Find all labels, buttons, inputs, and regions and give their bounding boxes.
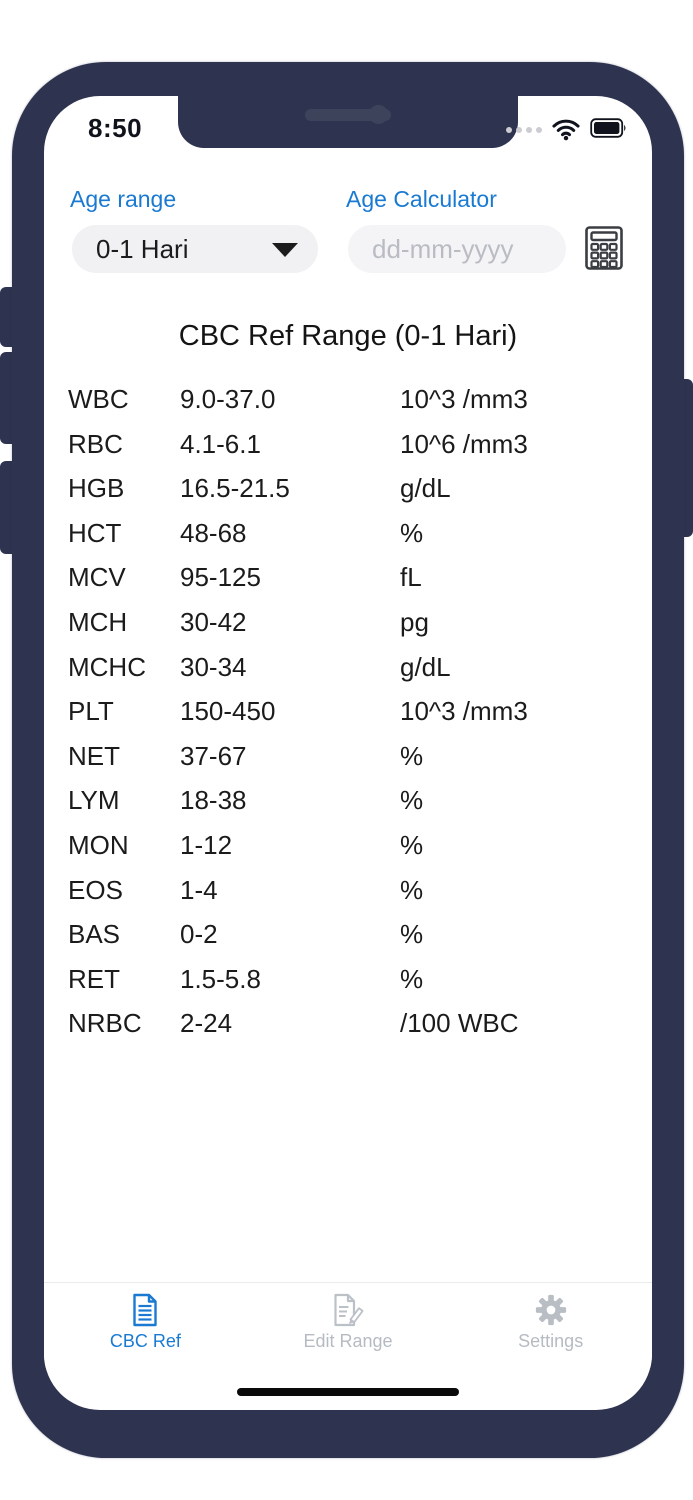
param-cell: MCH bbox=[68, 606, 128, 637]
unit-cell: fL bbox=[400, 562, 422, 593]
range-cell: 18-38 bbox=[180, 785, 247, 816]
tab-label: Settings bbox=[518, 1331, 584, 1351]
unit-cell: % bbox=[400, 963, 424, 994]
calculator-icon bbox=[585, 226, 623, 270]
param-cell: MCHC bbox=[68, 651, 146, 682]
range-cell: 2-24 bbox=[180, 1008, 233, 1039]
table-row: MCV 95-125 fL bbox=[44, 555, 652, 600]
table-row: PLT 150-450 10^3 /mm3 bbox=[44, 689, 652, 734]
tab-label: CBC Ref bbox=[109, 1331, 181, 1351]
unit-cell: 10^3 /mm3 bbox=[400, 696, 528, 727]
unit-cell: pg bbox=[400, 606, 429, 637]
unit-cell: % bbox=[400, 517, 424, 548]
unit-cell: g/dL bbox=[400, 473, 451, 504]
param-cell: MCV bbox=[68, 562, 126, 593]
table-row: NRBC 2-24 /100 WBC bbox=[44, 1001, 652, 1046]
ref-table: WBC 9.0-37.0 10^3 /mm3 RBC 4.1-6.1 10^6 … bbox=[44, 377, 652, 1046]
tab-bar: CBC Ref Edit Range bbox=[44, 1282, 652, 1368]
app-screen: 8:50 bbox=[44, 96, 652, 1410]
table-row: HGB 16.5-21.5 g/dL bbox=[44, 466, 652, 511]
tab-label: Edit Range bbox=[303, 1331, 393, 1351]
edit-document-icon bbox=[334, 1293, 364, 1327]
table-row: HCT 48-68 % bbox=[44, 511, 652, 556]
document-icon bbox=[133, 1293, 158, 1327]
cellular-signal-dots-icon bbox=[506, 127, 542, 133]
unit-cell: % bbox=[400, 785, 424, 816]
tab-cbc-ref[interactable]: CBC Ref bbox=[44, 1283, 247, 1368]
age-range-label: Age range bbox=[70, 186, 177, 212]
range-cell: 1-12 bbox=[180, 829, 233, 860]
range-cell: 4.1-6.1 bbox=[180, 428, 261, 459]
range-cell: 95-125 bbox=[180, 562, 261, 593]
phone-frame: 8:50 bbox=[12, 62, 684, 1458]
table-row: EOS 1-4 % bbox=[44, 868, 652, 913]
range-cell: 30-42 bbox=[180, 606, 247, 637]
unit-cell: g/dL bbox=[400, 651, 451, 682]
clock: 8:50 bbox=[88, 112, 143, 143]
table-row: WBC 9.0-37.0 10^3 /mm3 bbox=[44, 377, 652, 422]
table-row: NET 37-67 % bbox=[44, 734, 652, 779]
param-cell: HGB bbox=[68, 473, 125, 504]
status-bar: 8:50 bbox=[44, 108, 652, 148]
birthdate-input[interactable] bbox=[348, 225, 566, 273]
tab-edit-range[interactable]: Edit Range bbox=[247, 1283, 450, 1368]
front-camera bbox=[369, 105, 388, 124]
param-cell: BAS bbox=[68, 919, 121, 950]
notch bbox=[178, 96, 518, 148]
param-cell: HCT bbox=[68, 517, 122, 548]
unit-cell: % bbox=[400, 919, 424, 950]
age-calculator-label: Age Calculator bbox=[346, 186, 497, 212]
unit-cell: 10^6 /mm3 bbox=[400, 428, 528, 459]
unit-cell: % bbox=[400, 874, 424, 905]
param-cell: PLT bbox=[68, 696, 114, 727]
param-cell: NRBC bbox=[68, 1008, 142, 1039]
unit-cell: % bbox=[400, 740, 424, 771]
chevron-down-icon bbox=[272, 243, 298, 257]
range-cell: 30-34 bbox=[180, 651, 247, 682]
table-row: RBC 4.1-6.1 10^6 /mm3 bbox=[44, 422, 652, 467]
tab-settings[interactable]: Settings bbox=[449, 1283, 652, 1368]
range-cell: 16.5-21.5 bbox=[180, 473, 290, 504]
unit-cell: 10^3 /mm3 bbox=[400, 384, 528, 414]
param-cell: NET bbox=[68, 740, 120, 771]
param-cell: MON bbox=[68, 829, 129, 860]
range-cell: 48-68 bbox=[180, 517, 247, 548]
home-indicator[interactable] bbox=[237, 1388, 459, 1396]
range-cell: 37-67 bbox=[180, 740, 247, 771]
calculator-button[interactable] bbox=[581, 224, 627, 274]
table-row: MON 1-12 % bbox=[44, 823, 652, 868]
gear-icon bbox=[535, 1294, 566, 1326]
status-icons bbox=[506, 116, 628, 141]
table-row: RET 1.5-5.8 % bbox=[44, 957, 652, 1002]
table-row: MCHC 30-34 g/dL bbox=[44, 645, 652, 690]
param-cell: WBC bbox=[68, 384, 129, 414]
age-range-selected-value: 0-1 Hari bbox=[96, 234, 189, 264]
age-range-dropdown[interactable]: 0-1 Hari bbox=[72, 225, 318, 273]
range-cell: 9.0-37.0 bbox=[180, 384, 276, 414]
param-cell: RBC bbox=[68, 428, 123, 459]
page-title: CBC Ref Range (0-1 Hari) bbox=[178, 320, 518, 352]
table-row: BAS 0-2 % bbox=[44, 912, 652, 957]
range-cell: 150-450 bbox=[180, 696, 276, 727]
param-cell: RET bbox=[68, 963, 120, 994]
unit-cell: % bbox=[400, 829, 424, 860]
range-cell: 1-4 bbox=[180, 874, 218, 905]
unit-cell: /100 WBC bbox=[400, 1008, 519, 1039]
battery-icon bbox=[590, 118, 626, 138]
wifi-icon bbox=[552, 119, 580, 140]
param-cell: LYM bbox=[68, 785, 120, 816]
table-row: LYM 18-38 % bbox=[44, 778, 652, 823]
table-row: MCH 30-42 pg bbox=[44, 600, 652, 645]
param-cell: EOS bbox=[68, 874, 123, 905]
range-cell: 1.5-5.8 bbox=[180, 963, 261, 994]
range-cell: 0-2 bbox=[180, 919, 218, 950]
